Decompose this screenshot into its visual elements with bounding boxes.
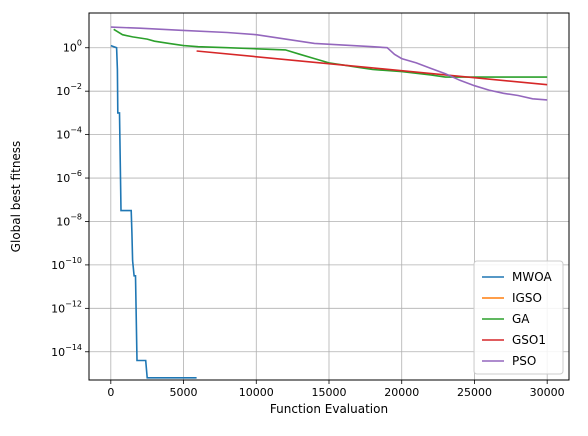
y-axis: 100 10−2 10−4 10−6 10−8 10−10 10−12 10−14 [51,39,89,359]
y-tick-label: 10−14 [51,343,82,359]
y-tick-label: 10−8 [56,212,82,228]
y-tick-label: 100 [63,39,82,55]
x-axis-label: Function Evaluation [270,402,388,416]
series-line-mwoa [110,44,197,379]
legend-label-igso: IGSO [512,291,542,305]
series-line-pso [110,26,548,101]
x-tick-label: 25000 [457,386,492,399]
x-tick-label: 30000 [530,386,565,399]
y-tick-label: 10−12 [51,299,82,315]
legend-label-ga: GA [512,312,530,326]
x-tick-label: 15000 [312,386,347,399]
legend-label-gso1: GSO1 [512,333,546,347]
series-layer [110,26,548,379]
legend: MWOA IGSO GA GSO1 PSO [473,260,564,375]
x-tick-label: 5000 [170,386,198,399]
y-tick-label: 10−2 [56,82,82,98]
legend-label-pso: PSO [512,354,536,368]
x-tick-label: 0 [107,386,114,399]
y-axis-label: Global best fitness [9,141,23,253]
x-tick-label: 10000 [239,386,274,399]
y-tick-label: 10−6 [56,169,82,185]
x-tick-label: 20000 [384,386,419,399]
series-line-gso1 [196,50,548,86]
y-tick-label: 10−4 [56,126,82,142]
legend-label-mwoa: MWOA [512,270,552,284]
legend-box [473,260,564,375]
series-line-ga [113,28,548,78]
x-axis: 0 5000 10000 15000 20000 25000 30000 [107,380,565,399]
y-tick-label: 10−10 [51,256,82,272]
